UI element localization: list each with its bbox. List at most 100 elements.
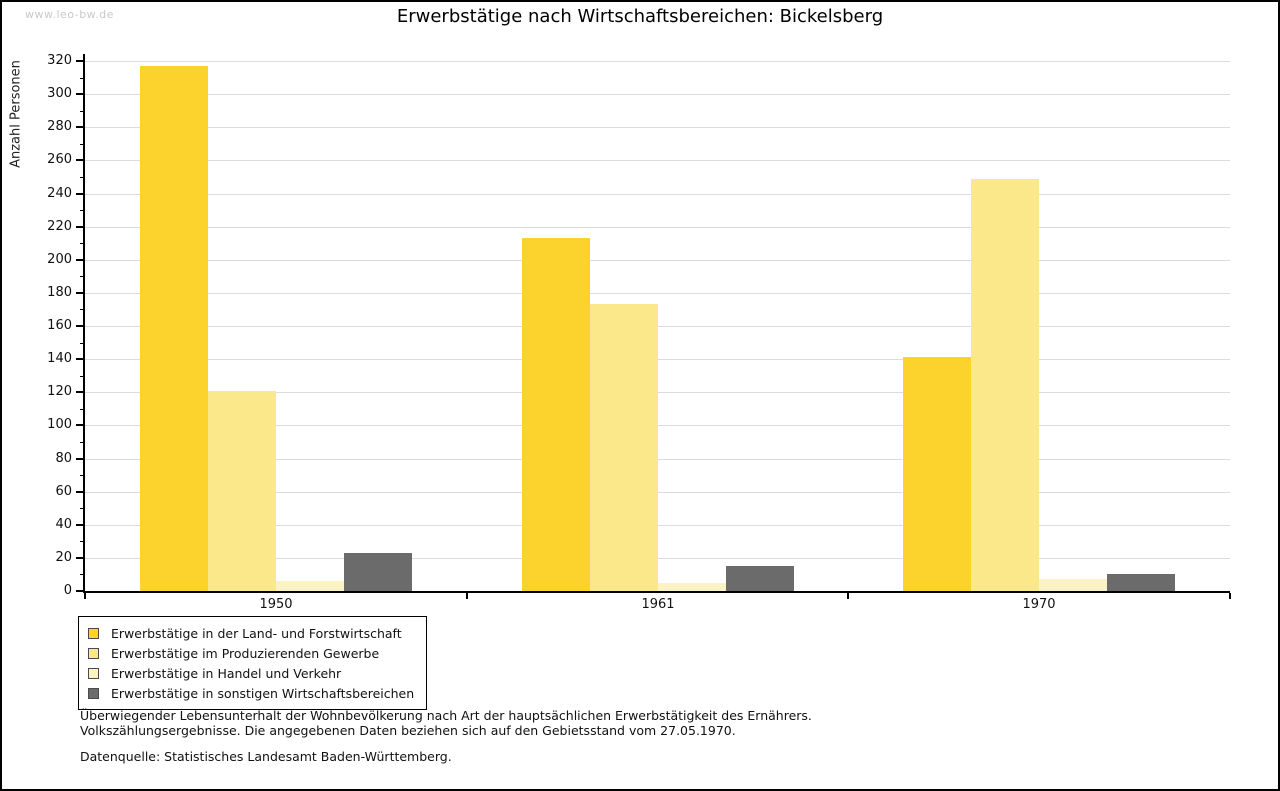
y-tick-220: [76, 226, 85, 228]
y-tick-230: [80, 210, 85, 211]
bar-1970-land-und-forstwirtschaft: [903, 357, 971, 591]
y-tick-label-280: 280: [47, 119, 72, 134]
y-tick-110: [80, 409, 85, 410]
legend-label: Erwerbstätige in der Land- und Forstwirt…: [111, 625, 402, 641]
y-tick-280: [76, 126, 85, 128]
y-tick-60: [76, 491, 85, 493]
bar-1950-handel-und-verkehr: [276, 581, 344, 591]
bar-1970-handel-und-verkehr: [1039, 579, 1107, 591]
y-tick-label-260: 260: [47, 152, 72, 167]
y-tick-30: [80, 541, 85, 542]
y-tick-300: [76, 93, 85, 95]
y-tick-label-320: 320: [47, 53, 72, 68]
y-tick-20: [76, 557, 85, 559]
legend-swatch-sonstige-wirtschaftsbereiche: [88, 687, 99, 699]
gridline-240: [85, 194, 1230, 195]
y-tick-320: [76, 60, 85, 62]
x-category-label-1970: 1970: [1022, 597, 1056, 612]
bar-1950-sonstige-wirtschaftsbereiche: [344, 553, 412, 591]
x-axis-line: [83, 591, 1230, 593]
legend-swatch-handel-und-verkehr: [88, 667, 99, 679]
bar-1961-sonstige-wirtschaftsbereiche: [726, 566, 794, 591]
y-tick-label-300: 300: [47, 86, 72, 101]
legend-item-land-und-forstwirtschaft: Erwerbstätige in der Land- und Forstwirt…: [88, 623, 414, 643]
y-tick-120: [76, 391, 85, 393]
y-tick-170: [80, 309, 85, 310]
y-tick-label-120: 120: [47, 384, 72, 399]
bar-1961-handel-und-verkehr: [658, 583, 726, 591]
y-tick-label-200: 200: [47, 252, 72, 267]
bar-1970-sonstige-wirtschaftsbereiche: [1107, 574, 1175, 591]
y-axis-line: [83, 54, 85, 593]
y-tick-90: [80, 442, 85, 443]
y-tick-180: [76, 292, 85, 294]
x-tick-2: [847, 593, 849, 599]
bar-1961-land-und-forstwirtschaft: [522, 238, 590, 591]
y-tick-160: [76, 325, 85, 327]
legend-label: Erwerbstätige im Produzierenden Gewerbe: [111, 645, 380, 661]
gridline-220: [85, 227, 1230, 228]
y-tick-210: [80, 243, 85, 244]
bar-1950-produzierendes-gewerbe: [208, 391, 276, 591]
bar-1970-produzierendes-gewerbe: [971, 179, 1039, 591]
y-tick-label-140: 140: [47, 351, 72, 366]
y-tick-100: [76, 424, 85, 426]
legend: Erwerbstätige in der Land- und Forstwirt…: [78, 616, 428, 710]
y-tick-label-40: 40: [55, 517, 72, 532]
bar-1950-land-und-forstwirtschaft: [140, 66, 208, 591]
legend-label: Erwerbstätige in sonstigen Wirtschaftsbe…: [111, 685, 415, 701]
footnote-line: Überwiegender Lebensunterhalt der Wohnbe…: [80, 708, 812, 723]
legend-item-handel-und-verkehr: Erwerbstätige in Handel und Verkehr: [88, 663, 414, 683]
y-tick-label-80: 80: [55, 451, 72, 466]
y-tick-label-240: 240: [47, 186, 72, 201]
y-tick-260: [76, 159, 85, 161]
y-tick-10: [80, 574, 85, 575]
footnotes: Überwiegender Lebensunterhalt der Wohnbe…: [80, 708, 812, 764]
watermark: www.leo-bw.de: [25, 8, 114, 21]
chart-title: Erwerbstätige nach Wirtschaftsbereichen:…: [396, 6, 884, 27]
y-tick-190: [80, 276, 85, 277]
legend-item-produzierendes-gewerbe: Erwerbstätige im Produzierenden Gewerbe: [88, 643, 414, 663]
gridline-260: [85, 160, 1230, 161]
footnote-line: Volkszählungsergebnisse. Die angegebenen…: [80, 723, 736, 738]
y-tick-70: [80, 475, 85, 476]
gridline-280: [85, 127, 1230, 128]
gridline-180: [85, 293, 1230, 294]
x-category-label-1950: 1950: [259, 597, 293, 612]
y-tick-40: [76, 524, 85, 526]
y-tick-label-180: 180: [47, 285, 72, 300]
x-tick-0: [84, 593, 86, 599]
legend-label: Erwerbstätige in Handel und Verkehr: [111, 665, 342, 681]
y-tick-0: [76, 590, 85, 592]
y-tick-label-220: 220: [47, 219, 72, 234]
gridline-320: [85, 61, 1230, 62]
data-source: Datenquelle: Statistisches Landesamt Bad…: [80, 749, 452, 764]
legend-swatch-land-und-forstwirtschaft: [88, 627, 99, 639]
gridline-300: [85, 94, 1230, 95]
legend-swatch-produzierendes-gewerbe: [88, 647, 99, 659]
y-tick-label-160: 160: [47, 318, 72, 333]
y-tick-label-20: 20: [55, 550, 72, 565]
y-tick-270: [80, 144, 85, 145]
x-category-label-1961: 1961: [641, 597, 675, 612]
y-tick-200: [76, 259, 85, 261]
y-tick-250: [80, 177, 85, 178]
gridline-200: [85, 260, 1230, 261]
y-tick-130: [80, 376, 85, 377]
legend-item-sonstige-wirtschaftsbereiche: Erwerbstätige in sonstigen Wirtschaftsbe…: [88, 683, 414, 703]
y-tick-50: [80, 508, 85, 509]
bar-1961-produzierendes-gewerbe: [590, 304, 658, 591]
y-tick-label-0: 0: [63, 583, 72, 598]
y-tick-label-60: 60: [55, 484, 72, 499]
x-tick-1: [466, 593, 468, 599]
y-tick-150: [80, 343, 85, 344]
y-tick-label-100: 100: [47, 417, 72, 432]
x-tick-3: [1229, 593, 1231, 599]
y-tick-80: [76, 458, 85, 460]
y-tick-290: [80, 111, 85, 112]
y-tick-140: [76, 358, 85, 360]
y-tick-240: [76, 193, 85, 195]
y-tick-310: [80, 78, 85, 79]
